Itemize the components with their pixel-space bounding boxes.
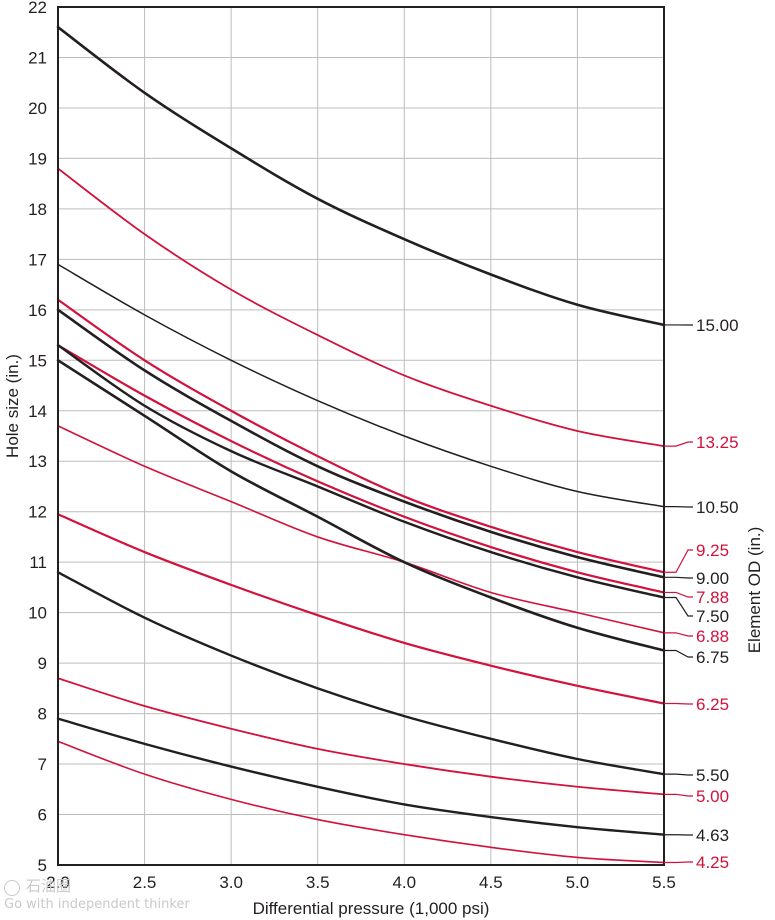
- series-line-4-25: [57, 740, 665, 864]
- leader-line: [664, 793, 693, 797]
- series-label-7-88: 7.88: [696, 588, 729, 607]
- y-tick-label: 8: [38, 705, 47, 724]
- y-tick-label: 9: [38, 654, 47, 673]
- watermark: 石油圈 Go with independent thinker: [4, 878, 190, 913]
- leader-line: [664, 441, 693, 447]
- x-tick-label: 4.0: [392, 873, 416, 892]
- right-axis-title: Element OD (in.): [745, 527, 764, 654]
- x-tick-label: 2.0: [46, 873, 70, 892]
- x-tick-label: 5.0: [566, 873, 590, 892]
- series-line-5-50: [56, 571, 666, 776]
- x-axis-title: Differential pressure (1,000 psi): [253, 899, 490, 918]
- watermark-tagline: Go with independent thinker: [4, 897, 190, 912]
- series-label-9-25: 9.25: [696, 541, 729, 560]
- y-tick-label: 16: [28, 301, 47, 320]
- grid: [57, 6, 665, 866]
- y-tick-label: 6: [38, 806, 47, 825]
- series-labels: 15.00 13.25 10.50 9.25 9.007.887.506.88 6.75 6…: [696, 316, 739, 872]
- series-label-6-75: 6.75: [696, 648, 729, 667]
- series-label-5-50: 5.50: [696, 766, 729, 785]
- series-line-13-25: [57, 167, 665, 447]
- series-label-10-50: 10.50: [696, 498, 739, 517]
- series-label-6-88: 6.88: [696, 627, 729, 646]
- leader-line: [664, 702, 693, 705]
- series-line-9-00: [56, 308, 666, 579]
- series-label-15-00: 15.00: [696, 316, 739, 335]
- series-line-10-50: [57, 263, 665, 508]
- series-label-13-25: 13.25: [696, 433, 739, 452]
- x-ticks: 2.0 2.5 3.0 3.5 4.0 4.5 5.0 5.5: [46, 873, 676, 892]
- x-tick-label: 3.0: [219, 873, 243, 892]
- series-line-9-25: [56, 298, 666, 574]
- series-line-5-00: [57, 677, 665, 796]
- y-tick-label: 10: [28, 604, 47, 623]
- series-line-6-75: [56, 358, 666, 652]
- watermark-title: 石油圈: [26, 877, 72, 895]
- x-tick-label: 2.5: [133, 873, 157, 892]
- y-tick-label: 13: [28, 452, 47, 471]
- series-line-7-88: [56, 344, 666, 594]
- leader-line: [664, 632, 693, 637]
- y-ticks: 5 6 7 8 9 10 11 12 13 14 15 16 17 18 19 20 21 22: [28, 0, 47, 875]
- y-tick-label: 7: [38, 755, 47, 774]
- series-line-7-50: [56, 343, 666, 599]
- y-tick-label: 11: [29, 553, 47, 572]
- y-tick-label: 14: [28, 402, 47, 421]
- y-tick-label: 12: [28, 503, 47, 522]
- series-line-15-00: [56, 25, 666, 327]
- plot-frame: [57, 6, 665, 866]
- watermark-logo-icon: [4, 879, 20, 896]
- y-tick-label: 15: [28, 351, 47, 370]
- series-label-5-00: 5.00: [696, 787, 729, 806]
- leader-line: [664, 576, 693, 579]
- leader-lines: [664, 324, 693, 864]
- series-lines: [56, 25, 666, 864]
- y-tick-label: 20: [28, 99, 47, 118]
- leader-line: [664, 549, 693, 573]
- y-axis-title: Hole size (in.): [3, 354, 22, 458]
- series-line-6-88: [57, 425, 665, 634]
- series-label-9-00: 9.00: [696, 569, 729, 588]
- leader-line: [664, 649, 693, 658]
- leader-line: [664, 773, 693, 776]
- y-tick-label: 22: [28, 0, 47, 17]
- leader-line: [664, 591, 693, 598]
- x-tick-label: 3.5: [306, 873, 330, 892]
- series-label-4-25: 4.25: [696, 853, 729, 872]
- x-tick-label: 5.5: [652, 873, 676, 892]
- series-line-4-63: [56, 717, 666, 836]
- y-tick-label: 21: [28, 48, 47, 67]
- series-label-4-63: 4.63: [696, 826, 729, 845]
- y-tick-label: 18: [28, 200, 47, 219]
- series-label-7-50: 7.50: [696, 607, 729, 626]
- x-tick-label: 4.5: [479, 873, 503, 892]
- y-tick-label: 17: [28, 250, 47, 269]
- series-line-6-25: [56, 513, 666, 705]
- series-label-6-25: 6.25: [696, 695, 729, 714]
- leader-line: [664, 596, 693, 617]
- y-tick-label: 19: [28, 149, 47, 168]
- y-tick-label: 5: [38, 856, 47, 875]
